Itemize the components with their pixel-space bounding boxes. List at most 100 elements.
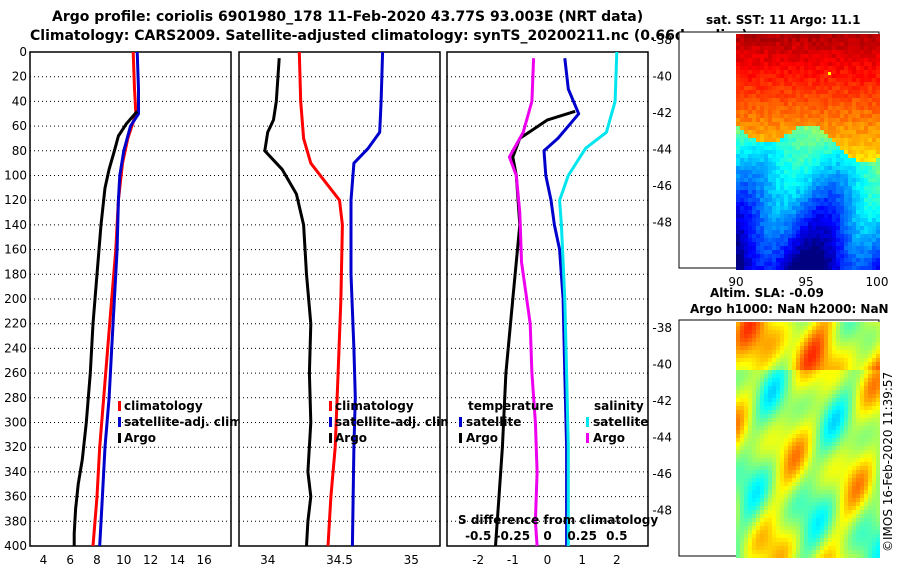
- sla-cell: [788, 438, 792, 442]
- sla-cell: [800, 526, 804, 530]
- sst-cell: [792, 178, 796, 182]
- sla-cell: [832, 398, 836, 402]
- sst-cell: [800, 110, 804, 114]
- sla-cell: [840, 466, 844, 470]
- sla-cell: [776, 514, 780, 518]
- sla-cell: [776, 458, 780, 462]
- sst-cell: [856, 198, 860, 202]
- sst-cell: [872, 70, 876, 74]
- sla-cell: [864, 350, 868, 354]
- sla-cell: [796, 446, 800, 450]
- sst-cell: [784, 234, 788, 238]
- sla-cell: [792, 354, 796, 358]
- lat-tick-label: -38: [652, 33, 672, 47]
- sla-cell: [756, 526, 760, 530]
- sst-cell: [768, 174, 772, 178]
- sla-cell: [748, 430, 752, 434]
- sst-cell: [780, 90, 784, 94]
- sst-cell: [780, 222, 784, 226]
- sla-cell: [800, 322, 804, 326]
- sst-cell: [860, 42, 864, 46]
- sla-cell: [808, 450, 812, 454]
- sst-cell: [808, 166, 812, 170]
- sla-cell: [784, 410, 788, 414]
- sst-cell: [748, 238, 752, 242]
- sst-cell: [780, 94, 784, 98]
- sla-cell: [812, 442, 816, 446]
- sla-cell: [812, 410, 816, 414]
- sla-cell: [748, 334, 752, 338]
- sst-cell: [872, 162, 876, 166]
- sla-cell: [876, 434, 880, 438]
- sla-cell: [836, 434, 840, 438]
- sla-cell: [840, 546, 844, 550]
- sla-cell: [824, 550, 828, 554]
- sla-cell: [828, 554, 832, 558]
- sst-cell: [792, 94, 796, 98]
- sla-cell: [844, 474, 848, 478]
- sla-cell: [860, 350, 864, 354]
- sst-cell: [740, 210, 744, 214]
- sla-cell: [792, 386, 796, 390]
- sla-cell: [812, 438, 816, 442]
- sla-cell: [764, 350, 768, 354]
- sla-cell: [816, 502, 820, 506]
- sla-cell: [740, 546, 744, 550]
- sst-cell: [832, 106, 836, 110]
- sst-cell: [740, 90, 744, 94]
- salinity-panel: 34 34.5 35 climatology satellite-adj. clim…: [238, 51, 457, 567]
- series-line-s-argo: [507, 58, 539, 547]
- sla-cell: [840, 530, 844, 534]
- sla-cell: [752, 378, 756, 382]
- sst-cell: [796, 218, 800, 222]
- sla-cell: [744, 322, 748, 326]
- sla-map-panel: Altim. SLA: -0.09 Argo h1000: NaN h2000:…: [652, 286, 889, 558]
- sst-cell: [740, 94, 744, 98]
- sst-cell: [764, 34, 768, 38]
- sst-cell: [784, 242, 788, 246]
- sla-cell: [864, 494, 868, 498]
- sla-cell: [872, 490, 876, 494]
- sla-cell: [768, 506, 772, 510]
- sla-cell: [788, 518, 792, 522]
- sst-cell: [760, 42, 764, 46]
- sst-cell: [852, 262, 856, 266]
- sla-cell: [776, 366, 780, 370]
- sla-cell: [792, 362, 796, 366]
- sst-cell: [848, 166, 852, 170]
- sst-cell: [832, 202, 836, 206]
- sla-cell: [744, 482, 748, 486]
- sst-cell: [748, 110, 752, 114]
- sla-cell: [792, 442, 796, 446]
- sla-cell: [876, 502, 880, 506]
- sla-cell: [788, 346, 792, 350]
- sst-cell: [856, 146, 860, 150]
- sla-cell: [744, 510, 748, 514]
- sla-cell: [868, 330, 872, 334]
- sla-cell: [756, 346, 760, 350]
- sla-cell: [860, 490, 864, 494]
- sla-cell: [808, 330, 812, 334]
- sla-cell: [800, 426, 804, 430]
- sla-cell: [752, 366, 756, 370]
- sst-cell: [800, 262, 804, 266]
- sla-cell: [868, 454, 872, 458]
- sla-cell: [848, 406, 852, 410]
- sst-cell: [832, 38, 836, 42]
- sla-cell: [804, 406, 808, 410]
- sla-cell: [760, 370, 764, 374]
- sla-cell: [796, 514, 800, 518]
- sla-cell: [840, 338, 844, 342]
- sla-cell: [856, 386, 860, 390]
- sst-cell: [816, 214, 820, 218]
- sst-cell: [812, 42, 816, 46]
- sst-cell: [800, 134, 804, 138]
- sla-cell: [836, 426, 840, 430]
- sla-cell: [848, 398, 852, 402]
- sla-cell: [836, 330, 840, 334]
- sst-cell: [748, 122, 752, 126]
- sla-cell: [876, 322, 880, 326]
- sst-cell: [736, 198, 740, 202]
- sst-cell: [804, 54, 808, 58]
- depth-tick-label: 340: [4, 465, 27, 479]
